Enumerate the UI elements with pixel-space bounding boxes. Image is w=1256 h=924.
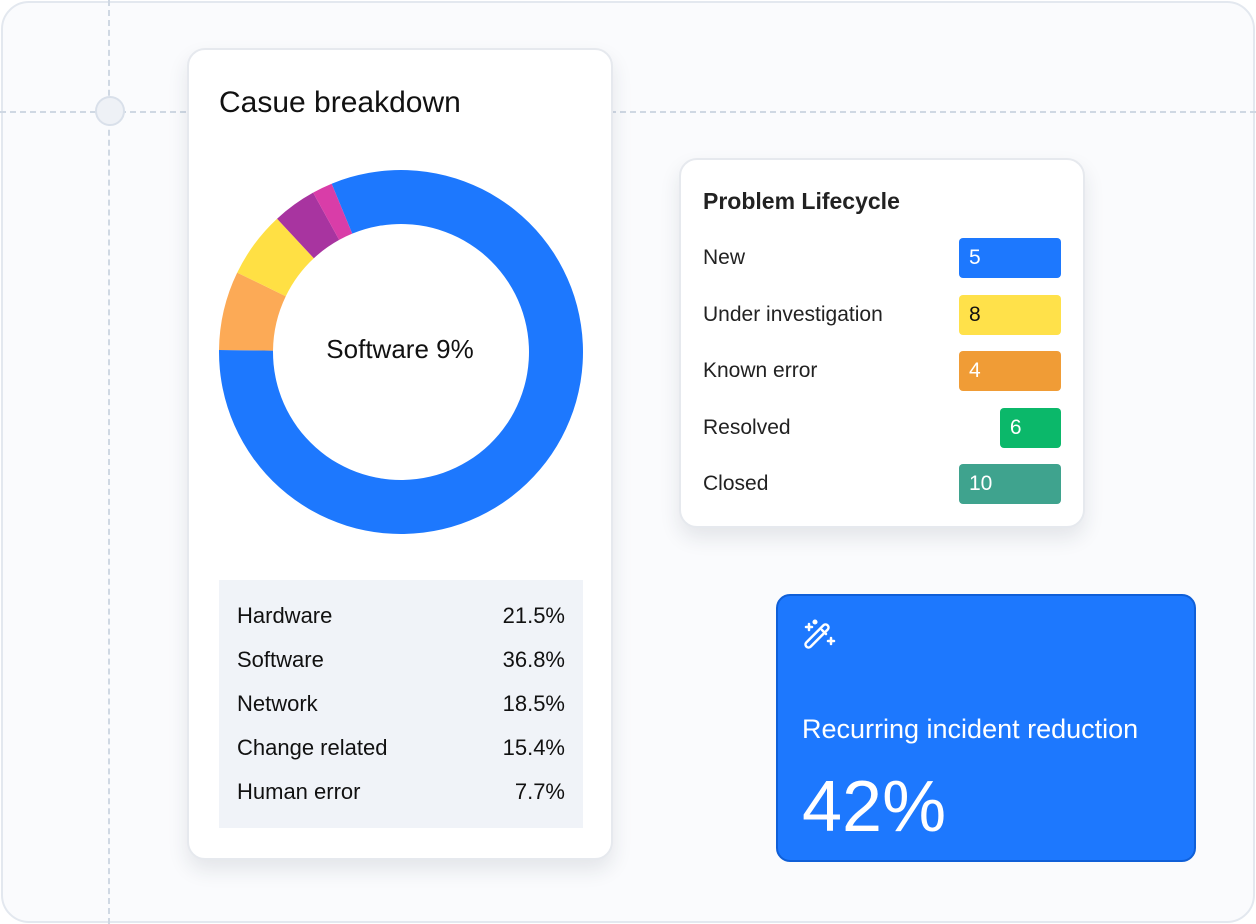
lifecycle-label: Resolved [703,415,791,439]
donut-chart [219,170,583,534]
recurring-incident-kpi-card: Recurring incident reduction 42% [776,594,1196,862]
breakdown-row: Network 18.5% [237,686,565,730]
guide-line-horizontal [0,111,1256,113]
lifecycle-label: Closed [703,472,769,495]
lifecycle-label: New [703,246,746,269]
donut-slice[interactable] [313,183,353,240]
donut-center-label: Software 9% [326,334,474,364]
breakdown-row: Change related 15.4% [237,730,565,774]
card-title: Casue breakdown [219,86,461,119]
row-label: Human error [237,779,361,804]
kpi-title: Recurring incident reduction [802,714,1139,744]
row-value: 18.5% [502,691,565,716]
lifecycle-label: Known error [703,359,818,382]
donut-slice[interactable] [219,170,583,534]
cause-breakdown-card: Casue breakdown Software 9% Hardware 21.5… [187,48,613,860]
breakdown-row: Hardware 21.5% [237,598,565,642]
problem-lifecycle-card: Problem Lifecycle New 5 Under investigatio… [679,158,1085,528]
row-label: Change related [237,735,388,760]
lifecycle-count-bar: 6 [999,407,1061,448]
breakdown-row: Software 36.8% [237,642,565,686]
card-title: Problem Lifecycle [703,188,900,214]
row-value: 36.8% [502,647,565,672]
lifecycle-count-bar: 8 [959,294,1061,335]
row-label: Network [237,691,318,716]
row-label: Hardware [237,603,333,628]
donut-slice[interactable] [277,192,340,259]
lifecycle-row: Under investigation 8 [703,294,1061,335]
guide-line-vertical [108,0,110,924]
kpi-value: 42% [802,767,947,847]
lifecycle-row: Closed 10 [703,464,1061,504]
breakdown-row: Human error 7.7% [237,774,565,818]
row-value: 15.4% [502,735,565,760]
lifecycle-count-bar: 4 [959,351,1061,391]
magic-wand-icon [804,619,836,649]
lifecycle-row: New 5 [703,238,1061,278]
lifecycle-count-bar: 5 [959,238,1061,278]
donut-slice[interactable] [237,218,314,297]
lifecycle-count-bar: 10 [959,464,1061,504]
lifecycle-row: Resolved 6 [703,407,1061,448]
lifecycle-row: Known error 4 [703,351,1061,391]
guide-handle[interactable] [95,96,125,126]
lifecycle-label: Under investigation [703,302,883,326]
row-value: 21.5% [502,603,565,628]
row-label: Software [237,647,324,672]
row-value: 7.7% [514,779,565,804]
donut-slice[interactable] [219,272,286,351]
breakdown-table: Hardware 21.5% Software 36.8% Network 18.5% Ch… [219,580,583,828]
